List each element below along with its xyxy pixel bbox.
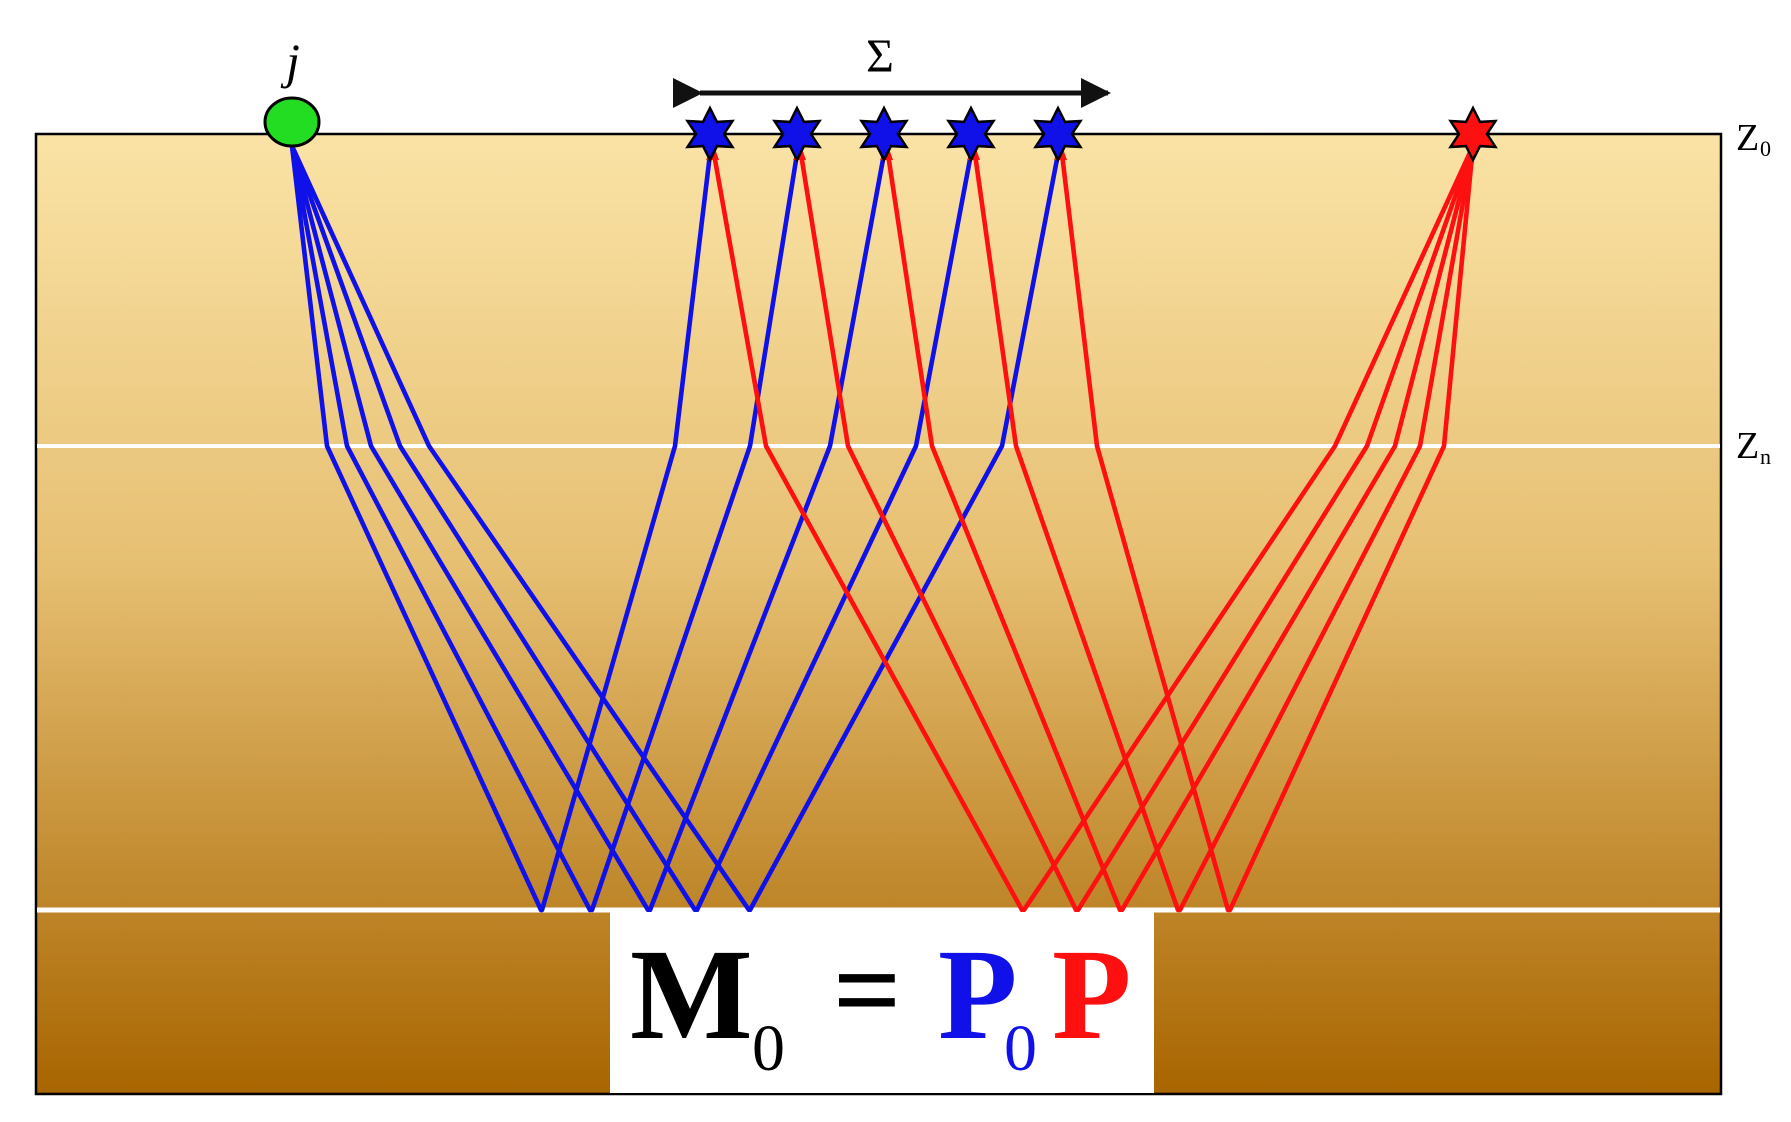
red-ray-down [1059,151,1231,913]
red-ray-up [1227,143,1476,913]
z0-subscript: 0 [1760,136,1771,161]
blue-ray-down [289,143,593,913]
receiver-star-icon [685,105,735,163]
depth-label-zn: Z n [1736,425,1771,469]
virtual-source-icon [263,96,321,148]
equation-p: P [1052,923,1131,1067]
receiver-star-icon [859,105,909,163]
red-ray-down [885,151,1123,913]
z0-label: Z [1736,117,1759,159]
blue-ray-up [747,151,1061,913]
blue-ray-paths [289,143,1061,913]
red-ray-up [1119,143,1476,913]
equation: M 0 = P 0 P [630,923,1131,1085]
red-ray-paths [706,143,1476,913]
equation-equals: = [833,923,901,1056]
zn-label: Z [1736,425,1759,467]
zn-subscript: n [1760,444,1771,469]
receiver-star-icon [1033,105,1083,163]
blue-ray-up [539,151,713,913]
red-ray-up [1021,143,1476,913]
blue-ray-down [289,143,651,913]
blue-ray-up [694,151,974,913]
red-ray-up [1075,143,1476,913]
stars [685,105,1498,163]
blue-ray-down [289,143,698,913]
red-ray-down [972,151,1181,913]
equation-p0-subscript: 0 [1004,1012,1037,1085]
aperture-sigma-label: Σ [866,30,894,83]
depth-label-z0: Z 0 [1736,117,1771,161]
equation-box [610,912,1154,1093]
blue-ray-down [289,143,544,913]
red-ray-down [798,151,1079,913]
virtual-source-label: j [280,33,300,89]
source-star-icon [1448,105,1498,163]
red-ray-down [711,151,1025,913]
equation-m: M [630,923,753,1067]
blue-ray-up [589,151,800,913]
equation-p0: P [938,923,1017,1067]
red-ray-up [1177,143,1476,913]
blue-ray-up [647,151,887,913]
receiver-star-icon [946,105,996,163]
equation-m-subscript: 0 [752,1012,785,1085]
receiver-star-icon [772,105,822,163]
